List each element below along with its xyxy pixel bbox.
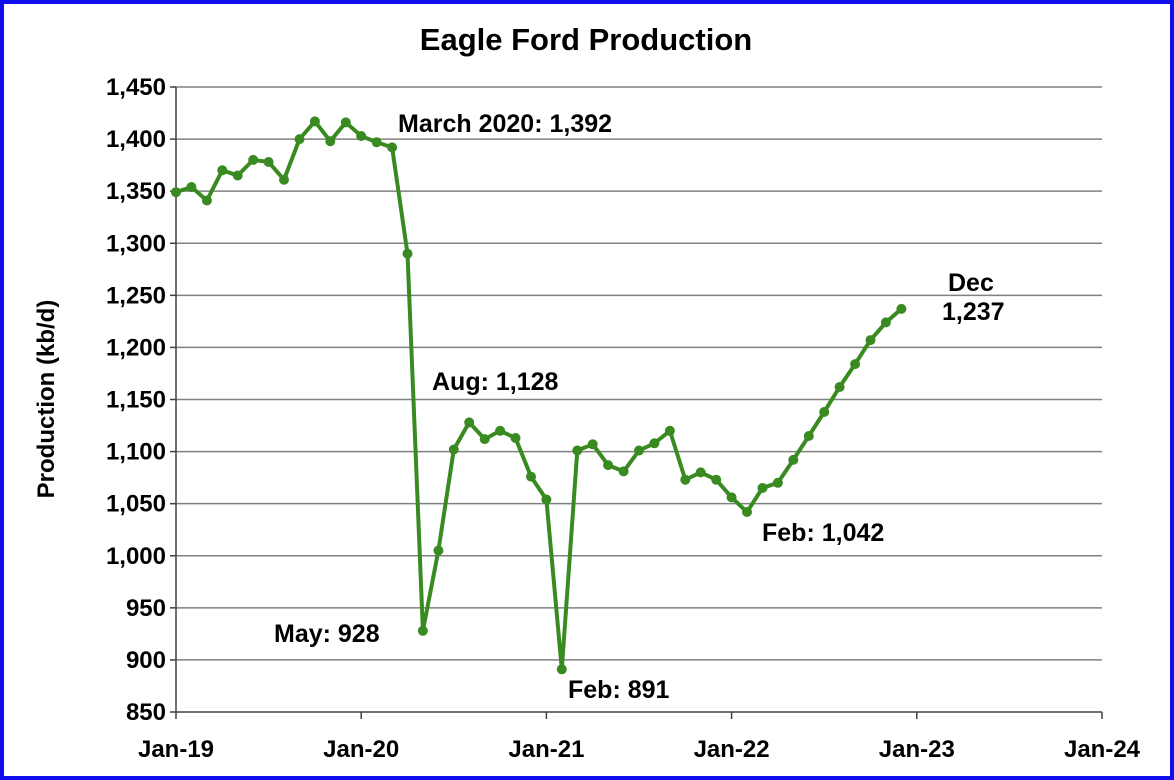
- data-point: [757, 483, 768, 493]
- annotation-dec-value: 1,237: [942, 298, 1005, 326]
- x-axis-ticks: Jan-19 Jan-20 Jan-21 Jan-22 Jan-23 Jan-24: [138, 712, 1141, 763]
- data-point: [880, 317, 891, 328]
- data-point: [464, 417, 475, 428]
- data-point: [603, 460, 614, 471]
- y-axis-ticks: 850 900 950 1,000 1,050 1,100 1,150 1,200 1,250 1…: [106, 74, 176, 726]
- data-point: [772, 477, 783, 488]
- data-point: [248, 154, 259, 165]
- data-point: [186, 182, 197, 192]
- x-tick-label: Jan-20: [323, 736, 399, 763]
- data-point: [201, 195, 212, 206]
- data-point: [742, 507, 752, 517]
- line-chart: Eagle Ford Production 850 900 950 1,000 1,05…: [33, 22, 1141, 763]
- y-tick-label: 900: [126, 647, 166, 674]
- data-point: [649, 438, 660, 449]
- data-point: [356, 131, 367, 141]
- annotation-march-2020: March 2020: 1,392: [398, 110, 612, 138]
- data-point: [865, 335, 876, 346]
- data-point: [340, 117, 351, 128]
- annotations: March 2020: 1,392 Aug: 1,128 May: 928 Fe…: [274, 110, 1005, 704]
- annotation-may: May: 928: [274, 620, 380, 648]
- data-point: [634, 445, 644, 456]
- annotation-feb-2022: Feb: 1,042: [762, 519, 884, 547]
- data-point: [279, 174, 289, 185]
- y-tick-label: 950: [126, 595, 166, 622]
- y-tick-label: 1,200: [106, 334, 166, 361]
- data-point: [850, 359, 861, 370]
- data-point: [834, 382, 845, 392]
- data-point: [402, 248, 413, 259]
- data-point: [495, 425, 506, 436]
- data-point: [510, 433, 521, 443]
- y-tick-label: 1,450: [106, 74, 166, 101]
- y-tick-label: 1,100: [106, 439, 166, 466]
- data-point: [711, 474, 722, 485]
- data-point: [433, 545, 444, 556]
- data-point: [896, 303, 907, 314]
- data-point: [171, 187, 181, 198]
- data-point: [371, 137, 382, 148]
- data-point: [572, 445, 583, 456]
- y-tick-label: 1,300: [106, 230, 166, 257]
- data-point: [680, 474, 691, 485]
- data-point: [309, 116, 320, 127]
- data-point: [541, 494, 552, 505]
- data-point: [664, 425, 675, 436]
- data-point: [587, 439, 598, 450]
- data-point: [788, 454, 799, 465]
- y-tick-label: 1,050: [106, 491, 166, 518]
- y-tick-label: 1,150: [106, 387, 166, 414]
- y-tick-label: 1,350: [106, 178, 166, 205]
- data-point: [325, 136, 336, 147]
- annotation-aug: Aug: 1,128: [432, 368, 559, 396]
- annotation-feb-2021: Feb: 891: [568, 676, 670, 704]
- y-tick-label: 1,250: [106, 282, 166, 309]
- x-tick-label: Jan-24: [1064, 736, 1141, 763]
- y-tick-label: 1,000: [106, 543, 166, 570]
- data-point: [217, 165, 228, 176]
- gridlines: [176, 86, 1102, 661]
- y-tick-label: 1,400: [106, 126, 166, 153]
- data-point: [417, 625, 428, 636]
- data-point: [556, 664, 567, 675]
- data-point: [294, 134, 305, 145]
- data-point: [526, 471, 536, 482]
- data-point: [618, 466, 629, 477]
- x-tick-label: Jan-21: [508, 736, 584, 763]
- data-point: [232, 170, 243, 181]
- y-tick-label: 850: [126, 699, 166, 726]
- data-point: [726, 492, 737, 503]
- data-point: [448, 444, 459, 455]
- y-axis-label: Production (kb/d): [33, 300, 60, 499]
- data-point: [695, 467, 706, 478]
- x-tick-label: Jan-19: [138, 736, 214, 763]
- data-point: [819, 407, 830, 417]
- x-tick-label: Jan-23: [879, 736, 955, 763]
- annotation-dec: Dec: [948, 269, 994, 297]
- data-point: [387, 142, 398, 153]
- data-point: [803, 431, 814, 441]
- chart-title: Eagle Ford Production: [420, 22, 752, 57]
- series-production: [171, 116, 907, 675]
- data-point: [263, 157, 274, 167]
- data-point: [479, 434, 490, 445]
- x-tick-label: Jan-22: [694, 736, 770, 763]
